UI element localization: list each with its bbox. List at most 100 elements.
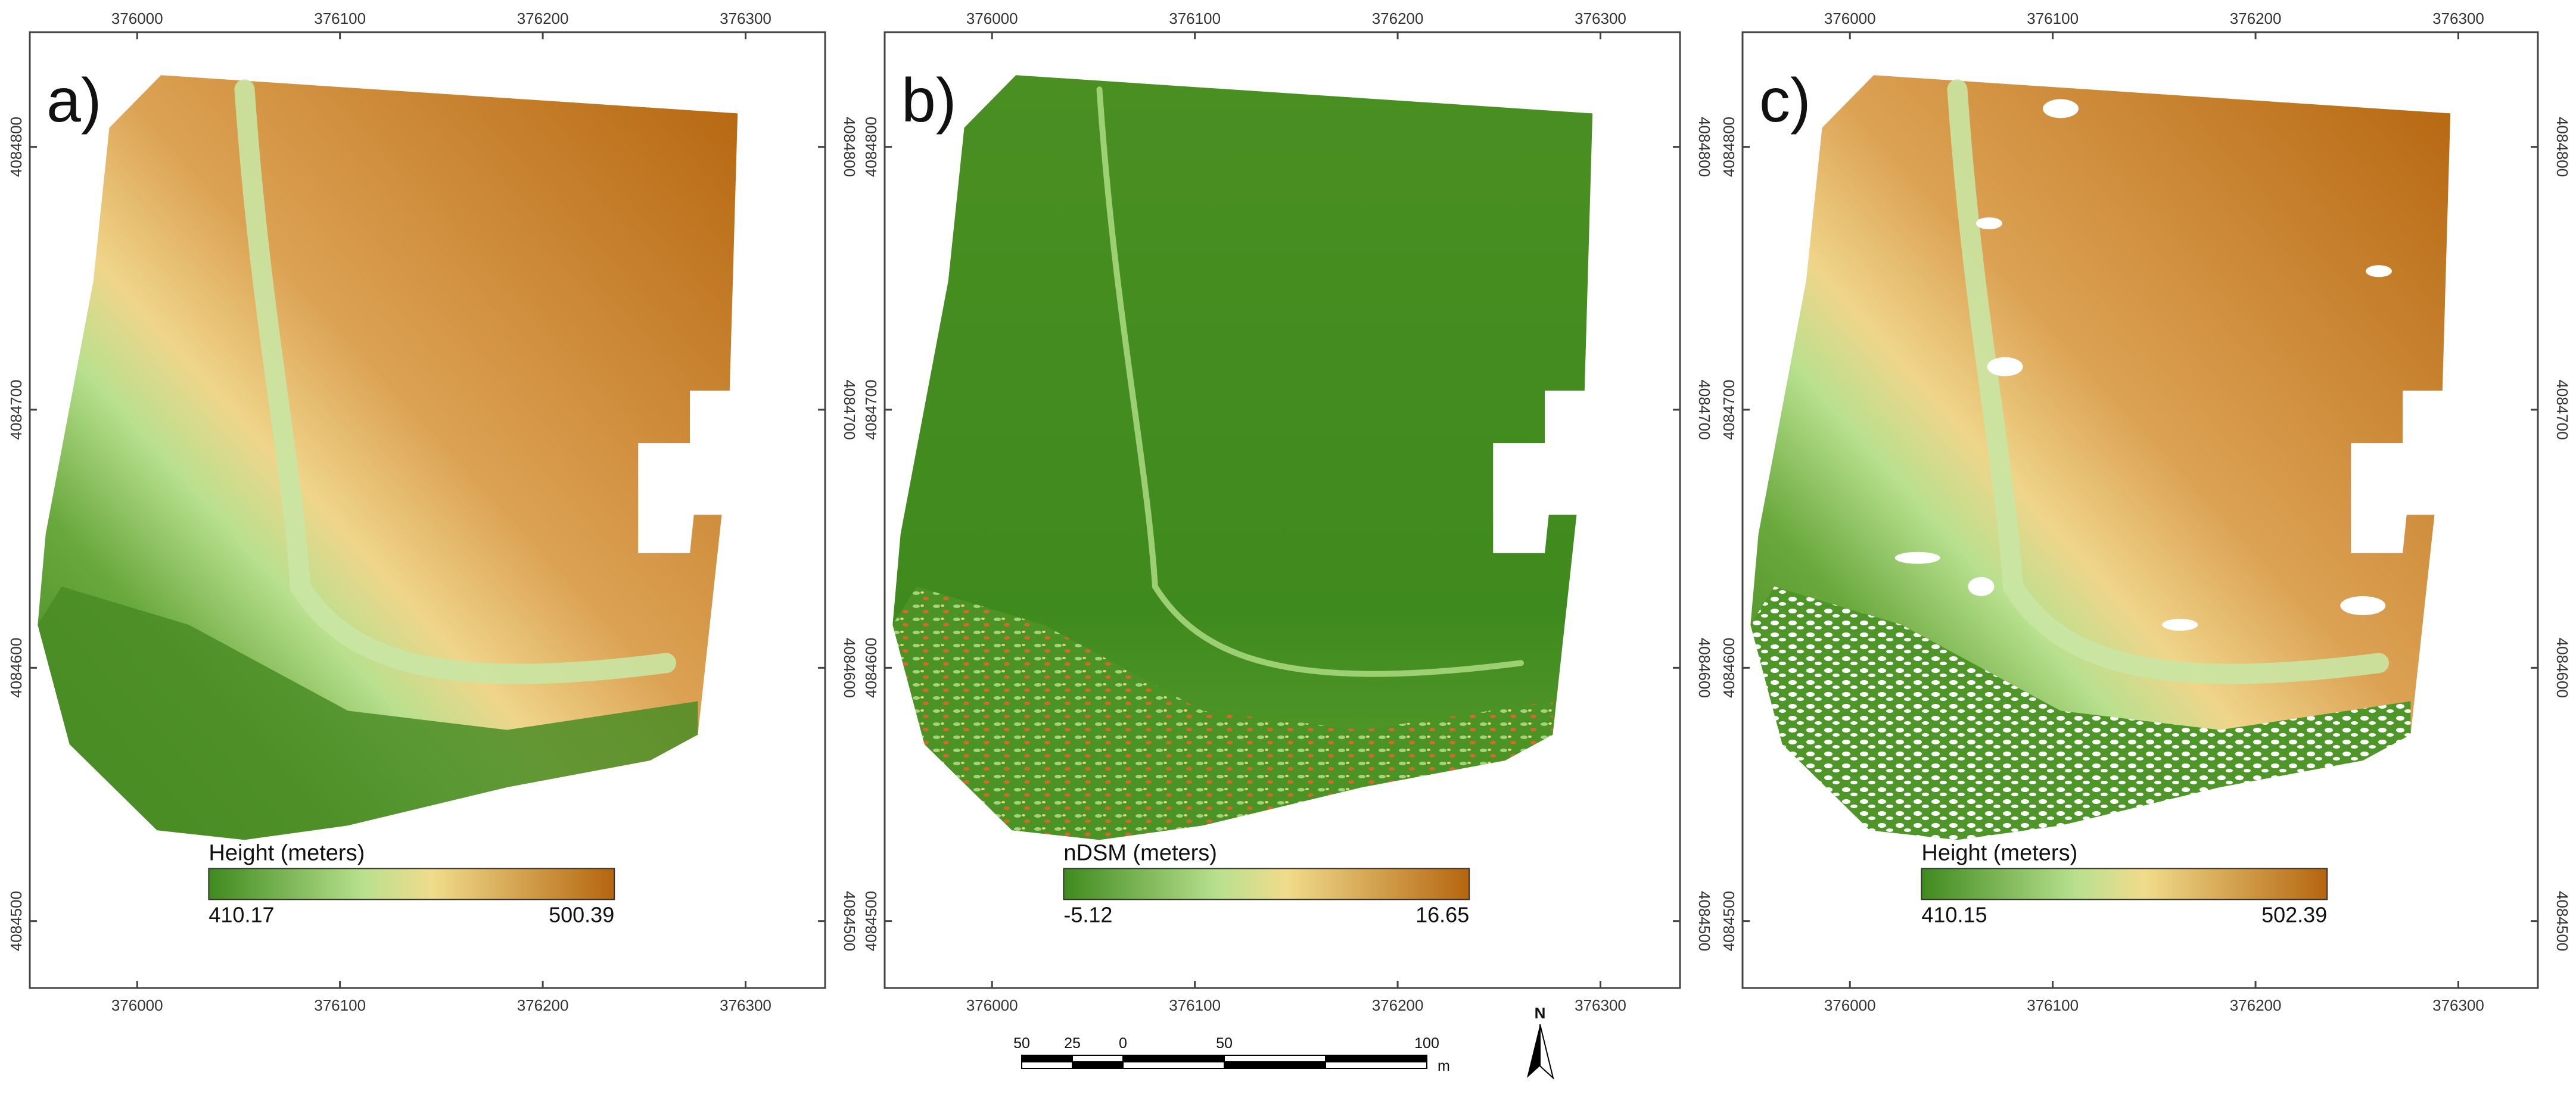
y-tick-label-left: 4084800 (7, 117, 25, 177)
x-tick-label-bottom: 376300 (2432, 996, 2484, 1014)
y-tick-label-right: 4084700 (2553, 379, 2571, 440)
y-tick-label-left: 4084800 (1720, 117, 1738, 177)
y-tick-label-left: 4084500 (1720, 891, 1738, 951)
stream-channel (1096, 86, 1524, 677)
legend-max-value: 500.39 (549, 902, 614, 927)
stream-channel (234, 79, 676, 684)
y-tick-label-right: 4084600 (841, 638, 858, 698)
north-arrow-left (1527, 1024, 1540, 1078)
x-tick-label-bottom: 376000 (111, 996, 163, 1014)
scale-bar-label: 0 (1119, 1035, 1127, 1052)
legend-title: Height (meters) (1921, 840, 2077, 865)
north-label: N (1535, 1004, 1546, 1022)
scale-bar-segment (1224, 1061, 1326, 1069)
scale-bar-segment (1072, 1055, 1124, 1062)
y-tick-label-right: 4084600 (2553, 638, 2571, 698)
y-tick-label-left: 4084600 (1720, 638, 1738, 698)
no-data-void (2366, 265, 2392, 278)
y-tick-label-left: 4084600 (862, 638, 880, 698)
north-arrow-icon: N (1527, 1004, 1554, 1080)
y-tick-label-right: 4084600 (1695, 638, 1713, 698)
panel-letter: a) (46, 66, 101, 135)
north-arrow-right (1539, 1024, 1554, 1080)
scale-bar-segment (1021, 1061, 1073, 1069)
y-tick-label-left: 4084700 (7, 379, 25, 440)
x-tick-label-bottom: 376300 (1575, 996, 1626, 1014)
scale-bar-segment (1122, 1055, 1225, 1062)
scale-bar-unit: m (1438, 1058, 1450, 1074)
no-data-void (1968, 576, 1995, 596)
x-tick-label-top: 376000 (966, 10, 1018, 27)
no-data-void (1894, 551, 1940, 564)
color-legend: Height (meters) 410.17 500.39 (208, 840, 615, 927)
x-tick-label-bottom: 376100 (1169, 996, 1221, 1014)
x-tick-label-bottom: 376200 (517, 996, 569, 1014)
color-legend: nDSM (meters) -5.12 16.65 (1063, 840, 1470, 927)
panel-letter: c) (1759, 66, 1811, 135)
x-tick-label-bottom: 376100 (314, 996, 366, 1014)
y-tick-label-right: 4084500 (2553, 891, 2571, 951)
scale-bar-label: 100 (1414, 1035, 1439, 1052)
scale-bar-segment (1224, 1055, 1326, 1062)
legend-min-value: 410.17 (209, 902, 274, 927)
y-tick-label-left: 4084800 (862, 117, 880, 177)
y-tick-label-right: 4084800 (2553, 117, 2571, 177)
stream-channel (1947, 79, 2389, 684)
legend-min-value: 410.15 (1921, 902, 1987, 927)
map-panel-c: 376000 376000 376100 376100 376200 376200 3763… (1720, 10, 2571, 1014)
no-data-void (2162, 619, 2198, 631)
x-tick-label-top: 376100 (314, 10, 366, 27)
x-tick-label-top: 376300 (1575, 10, 1626, 27)
map-panel-a: 376000 376000 376100 376100 376200 376200 3763… (7, 10, 858, 1014)
no-data-void (2340, 596, 2386, 615)
no-data-void (2197, 83, 2242, 96)
x-tick-label-bottom: 376200 (2230, 996, 2282, 1014)
legend-title: Height (meters) (209, 840, 365, 865)
no-data-void (1987, 357, 2023, 376)
scale-bar-label: 50 (1013, 1035, 1030, 1052)
x-tick-label-top: 376300 (720, 10, 771, 27)
y-tick-label-right: 4084500 (841, 891, 858, 951)
y-tick-label-right: 4084700 (1695, 379, 1713, 440)
x-tick-label-bottom: 376000 (966, 996, 1018, 1014)
scale-bar-segment (1122, 1061, 1225, 1069)
y-tick-label-left: 4084500 (7, 891, 25, 951)
scale-bar-segment (1072, 1061, 1124, 1069)
x-tick-label-top: 376000 (111, 10, 163, 27)
panel-letter: b) (901, 66, 956, 135)
x-tick-label-top: 376300 (2432, 10, 2484, 27)
x-tick-label-top: 376200 (517, 10, 569, 27)
y-tick-label-right: 4084800 (841, 117, 858, 177)
x-tick-label-top: 376100 (2027, 10, 2079, 27)
legend-min-value: -5.12 (1063, 902, 1112, 927)
valley-floor-area (892, 586, 1553, 840)
legend-max-value: 16.65 (1415, 902, 1469, 927)
scale-bar-segment (1325, 1055, 1427, 1062)
valley-floor-area (1750, 586, 2411, 840)
x-tick-label-top: 376200 (2230, 10, 2282, 27)
scale-bar-label: 50 (1216, 1035, 1233, 1052)
y-tick-label-left: 4084500 (862, 891, 880, 951)
scale-bar-segment (1325, 1061, 1427, 1069)
legend-title: nDSM (meters) (1063, 840, 1217, 865)
no-data-void (2043, 99, 2079, 119)
x-tick-label-top: 376200 (1372, 10, 1424, 27)
no-data-void (1975, 217, 2002, 229)
x-tick-label-bottom: 376000 (1824, 996, 1876, 1014)
legend-color-ramp (1921, 868, 2328, 900)
legend-color-ramp (208, 868, 615, 900)
x-tick-label-top: 376000 (1824, 10, 1876, 27)
x-tick-label-top: 376100 (1169, 10, 1221, 27)
scale-bar-segment (1021, 1055, 1073, 1062)
y-tick-label-left: 4084700 (1720, 379, 1738, 440)
scale-bar-label: 25 (1064, 1035, 1081, 1052)
legend-max-value: 502.39 (2261, 902, 2327, 927)
y-tick-label-right: 4084700 (841, 379, 858, 440)
scale-bar: 50 25 0 50 100 m (1013, 1035, 1450, 1074)
map-panel-b: 376000 376000 376100 376100 376200 376200 3763… (862, 10, 1713, 1014)
x-tick-label-bottom: 376200 (1372, 996, 1424, 1014)
x-tick-label-bottom: 376300 (720, 996, 771, 1014)
color-legend: Height (meters) 410.15 502.39 (1921, 840, 2328, 927)
valley-floor-area (38, 586, 698, 840)
